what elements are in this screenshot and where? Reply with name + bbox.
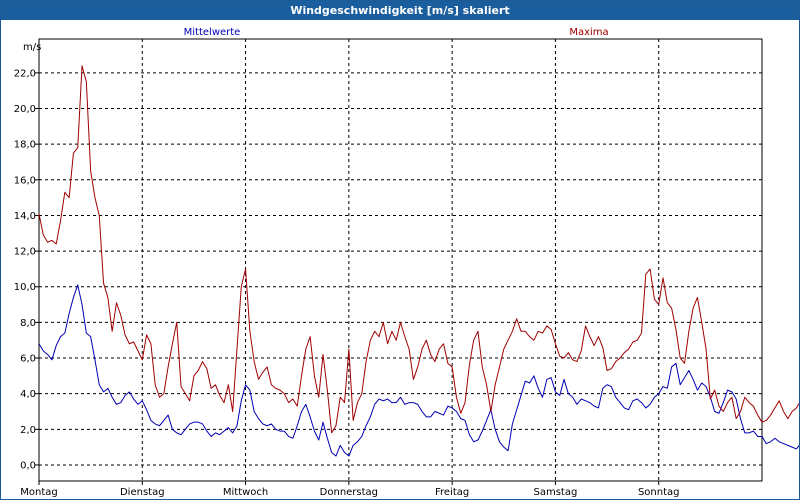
x-day-label: Sonntag (638, 487, 680, 498)
x-day-label: Montag (20, 487, 57, 498)
y-tick-label: 20,0 (14, 104, 36, 115)
plot-area (38, 38, 763, 482)
y-tick-label: 2,0 (20, 425, 36, 436)
y-axis-unit: m/s (23, 42, 41, 53)
y-tick-label: 12,0 (14, 247, 36, 258)
wind-speed-chart: Mittelwerte Maxima m/s 0,0 2,0 4,0 6,0 8,0 10… (14, 27, 799, 498)
legend-maxima: Maxima (569, 27, 608, 38)
y-tick-label: 4,0 (20, 389, 36, 400)
series-mittelwerte-line (38, 284, 799, 457)
series-maxima-line (38, 65, 799, 434)
y-tick-label: 10,0 (14, 282, 36, 293)
y-tick-label: 0,0 (20, 460, 36, 471)
legend-mittelwerte: Mittelwerte (184, 27, 241, 38)
x-day-label: Dienstag (120, 487, 165, 498)
y-tick-label: 16,0 (14, 175, 36, 186)
y-tick-label: 14,0 (14, 211, 36, 222)
x-day-label: Donnerstag (320, 487, 378, 498)
y-tick-label: 8,0 (20, 318, 36, 329)
y-tick-label: 6,0 (20, 354, 36, 365)
y-tick-label: 18,0 (14, 140, 36, 151)
y-tick-label: 22,0 (14, 68, 36, 79)
window-title: Windgeschwindigkeit [m/s] skaliert (1, 1, 799, 20)
x-day-label: Freitag (435, 487, 469, 498)
x-day-label: Samstag (534, 487, 578, 498)
x-day-label: Mittwoch (223, 487, 268, 498)
